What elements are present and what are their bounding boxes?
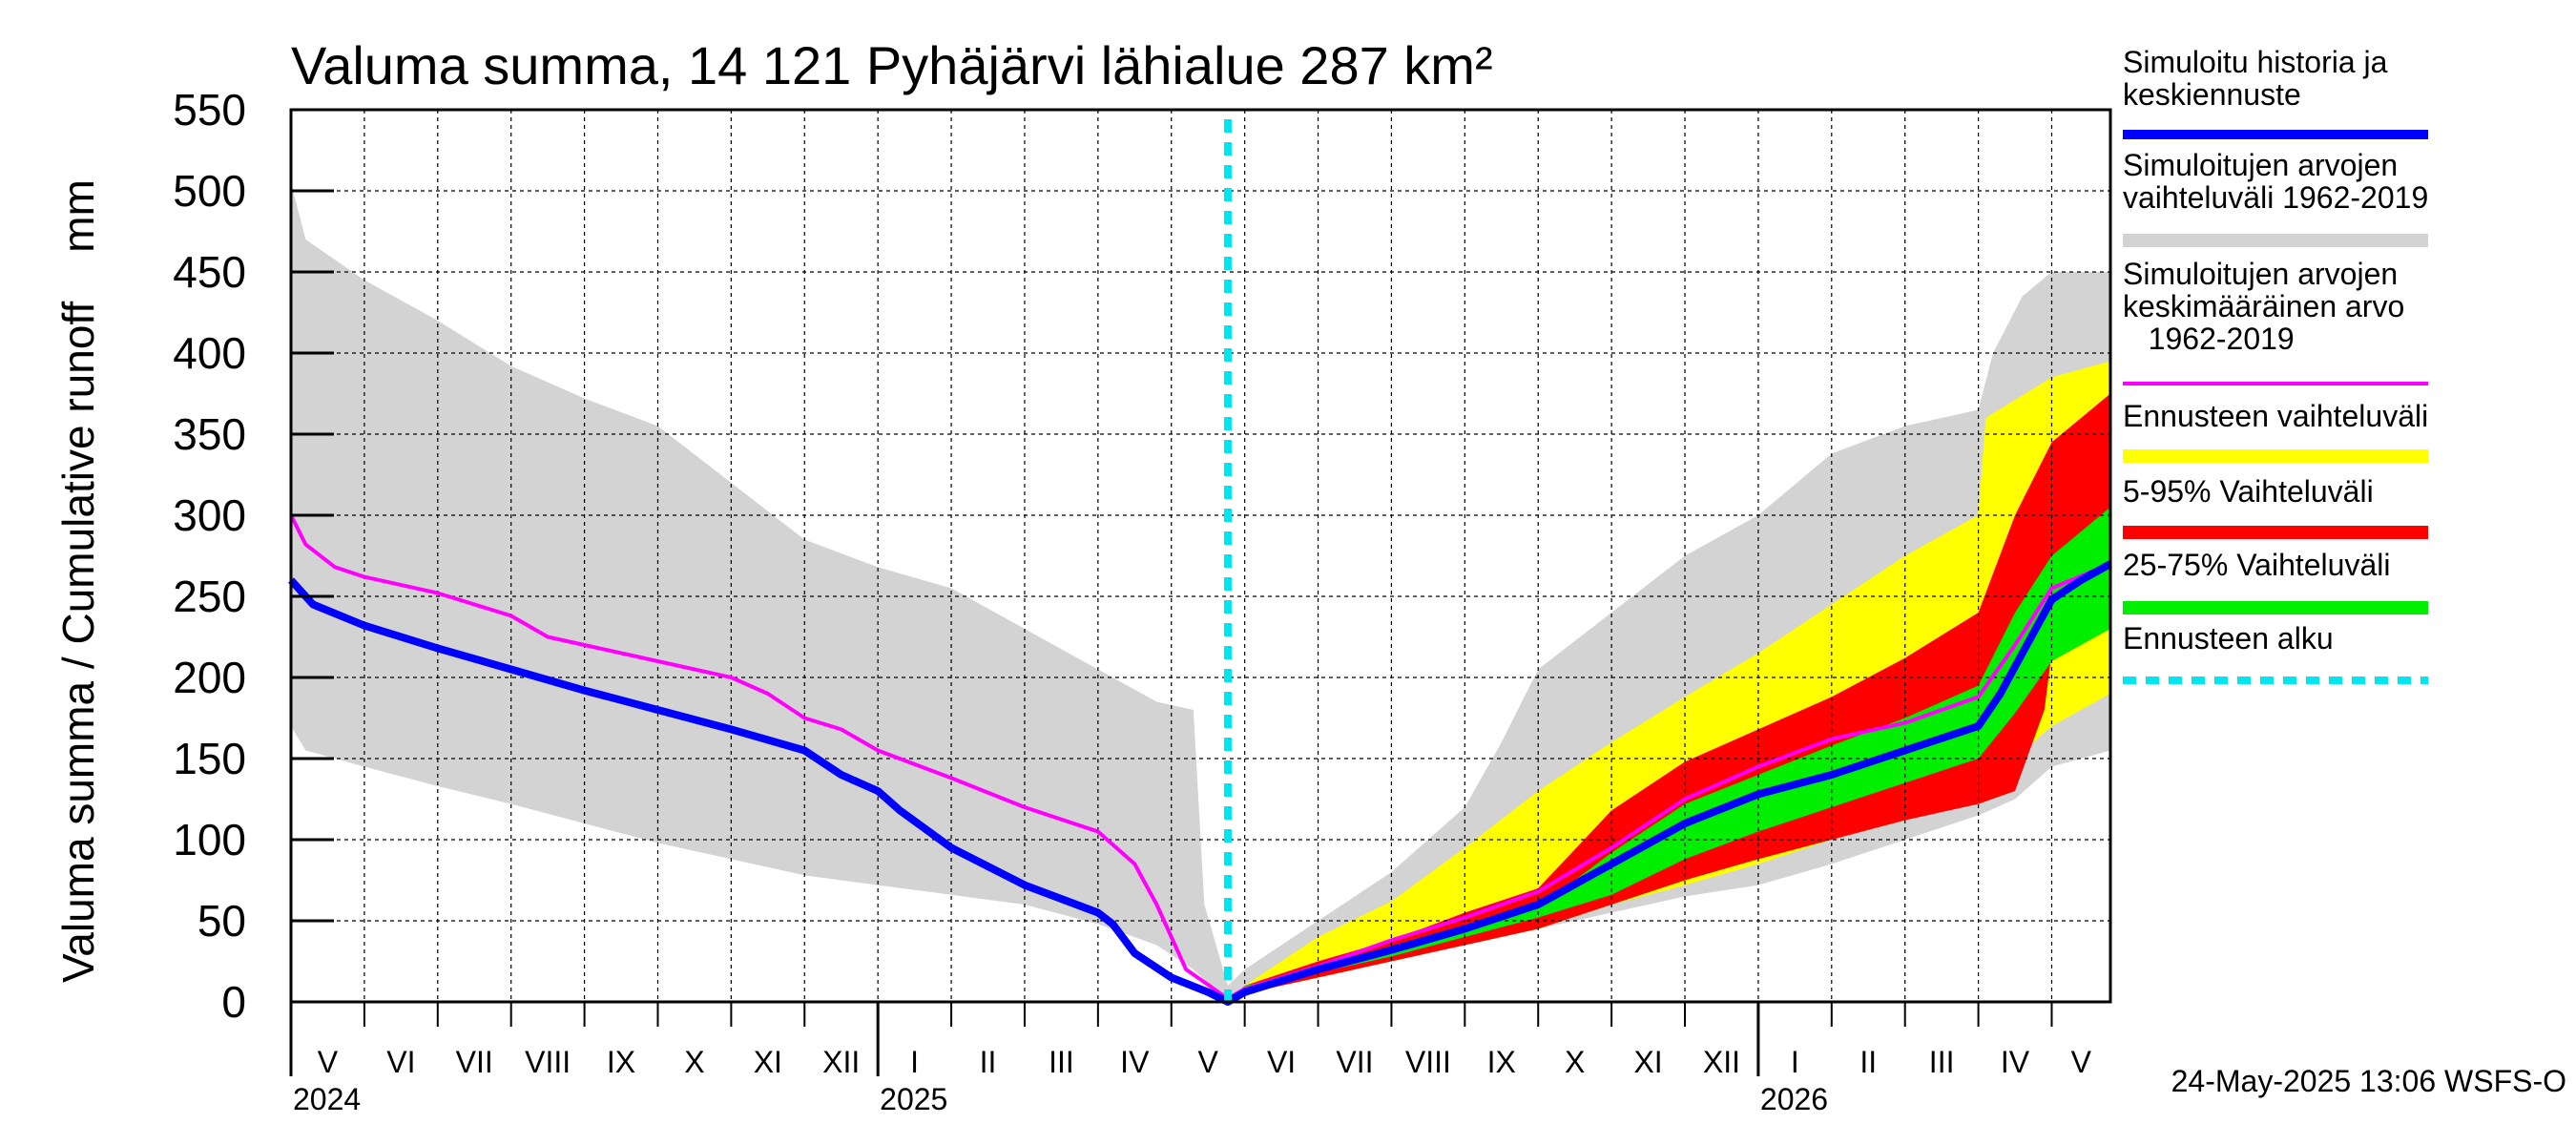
- legend-label-line: keskimääräinen arvo: [2123, 289, 2404, 323]
- legend-item-ennusteen-vaihteluv-li: Ennusteen vaihteluväli: [2123, 399, 2428, 463]
- legend-label-line: Simuloitujen arvojen: [2123, 257, 2398, 291]
- legend-label: Simuloitu historia ja keskiennuste: [2123, 45, 2388, 112]
- month-label: I: [910, 1045, 919, 1079]
- timestamp: 24-May-2025 13:06 WSFS-O: [2171, 1064, 2566, 1098]
- legend-label: Ennusteen alku: [2123, 621, 2334, 656]
- month-label: XI: [1633, 1045, 1662, 1079]
- month-label: II: [1859, 1045, 1877, 1079]
- month-label: X: [1565, 1045, 1585, 1079]
- legend-label-line: 1962-2019: [2123, 322, 2295, 356]
- legend-item-ennusteen-alku: Ennusteen alku: [2123, 621, 2428, 684]
- month-label: V: [2071, 1045, 2092, 1079]
- legend-item-simuloitujen-arvojen-keskim-r-inen-arvo-1962-2019: Simuloitujen arvojen keskimääräinen arvo …: [2123, 257, 2428, 385]
- legend-label: 5-95% Vaihteluväli: [2123, 474, 2374, 509]
- legend-label-line: keskiennuste: [2123, 77, 2301, 112]
- legend-item-5-95-vaihteluv-li: 5-95% Vaihteluväli: [2123, 474, 2428, 539]
- series-lines-layer: [288, 514, 2112, 1006]
- band-5-95-vaihteluv-li: [1227, 393, 2110, 1002]
- x-axis-ticks: V VI VII VIII IX X XI XII I II III IV V VI VII VIII IX X X…: [289, 1002, 2092, 1116]
- month-label: VII: [1336, 1045, 1373, 1079]
- month-label: XII: [1703, 1045, 1740, 1079]
- legend-item-simuloitujen-arvojen-vaihteluv-li-1962-2019: Simuloitujen arvojen vaihteluväli 1962-20…: [2123, 148, 2428, 247]
- legend-label-line: 25-75% Vaihteluväli: [2123, 548, 2390, 582]
- line-simuloitujen-arvojen-keskim-r-inen-arvo-1962-2019: [289, 514, 2111, 1001]
- month-label: X: [684, 1045, 704, 1079]
- legend-label: Simuloitujen arvojen vaihteluväli 1962-20…: [2123, 148, 2428, 215]
- y-tick-label: 50: [197, 896, 246, 946]
- year-label: 2026: [1760, 1082, 1828, 1116]
- y-tick-label: 550: [173, 85, 246, 135]
- y-tick-label: 500: [173, 166, 246, 216]
- month-label: V: [318, 1045, 339, 1079]
- legend-label-line: Simuloitujen arvojen: [2123, 148, 2398, 182]
- month-label: VI: [1267, 1045, 1296, 1079]
- legend: Simuloitu historia ja keskiennusteSimuloi…: [2123, 45, 2428, 684]
- month-label: XI: [754, 1045, 782, 1079]
- month-label: II: [980, 1045, 997, 1079]
- legend-label-line: Simuloitu historia ja: [2123, 45, 2388, 79]
- legend-label-line: 5-95% Vaihteluväli: [2123, 474, 2374, 509]
- line-simuloitu-historia-ja-keskiennuste: [288, 560, 2112, 1006]
- band-simuloitujen-arvojen-vaihteluv-li-1962-2019: [291, 182, 2110, 1002]
- year-label: 2024: [293, 1082, 361, 1116]
- legend-item-simuloitu-historia-ja-keskiennuste: Simuloitu historia ja keskiennuste: [2123, 45, 2428, 139]
- band-25-75-vaihteluv-li: [1227, 507, 2110, 1002]
- legend-label: Ennusteen vaihteluväli: [2123, 399, 2428, 433]
- month-label: IV: [2001, 1045, 2030, 1079]
- legend-label: 25-75% Vaihteluväli: [2123, 548, 2390, 582]
- month-label: I: [1791, 1045, 1799, 1079]
- month-label: VIII: [525, 1045, 571, 1079]
- month-label: XII: [822, 1045, 860, 1079]
- y-tick-label: 250: [173, 572, 246, 621]
- chart-title: Valuma summa, 14 121 Pyhäjärvi lähialue …: [291, 35, 1493, 95]
- month-label: VIII: [1405, 1045, 1451, 1079]
- y-axis-label: Valuma summa / Cumulative runoff mm: [53, 179, 103, 983]
- y-axis-ticks: 0 50 100 150 200 250 300 350 400 450 500 550: [173, 85, 334, 1027]
- plot-frame: [289, 108, 2112, 1004]
- month-label: IV: [1120, 1045, 1150, 1079]
- month-label: VII: [456, 1045, 493, 1079]
- legend-label-line: vaihteluväli 1962-2019: [2123, 180, 2428, 215]
- bands-layer: [291, 182, 2110, 1002]
- year-label: 2025: [880, 1082, 947, 1116]
- legend-label-line: Ennusteen alku: [2123, 621, 2334, 656]
- y-tick-label: 150: [173, 734, 246, 783]
- month-label: III: [1049, 1045, 1074, 1079]
- y-tick-label: 300: [173, 490, 246, 540]
- y-tick-label: 200: [173, 653, 246, 702]
- month-label: IX: [1487, 1045, 1516, 1079]
- y-tick-label: 400: [173, 328, 246, 378]
- legend-item-25-75-vaihteluv-li: 25-75% Vaihteluväli: [2123, 548, 2428, 614]
- y-tick-label: 0: [221, 977, 246, 1027]
- month-label: IX: [607, 1045, 635, 1079]
- y-tick-label: 350: [173, 409, 246, 459]
- y-tick-label: 100: [173, 815, 246, 864]
- month-label: V: [1198, 1045, 1219, 1079]
- y-tick-label: 450: [173, 247, 246, 297]
- legend-label: Simuloitujen arvojen keskimääräinen arvo …: [2123, 257, 2404, 356]
- legend-label-line: Ennusteen vaihteluväli: [2123, 399, 2428, 433]
- month-label: VI: [386, 1045, 415, 1079]
- month-label: III: [1929, 1045, 1955, 1079]
